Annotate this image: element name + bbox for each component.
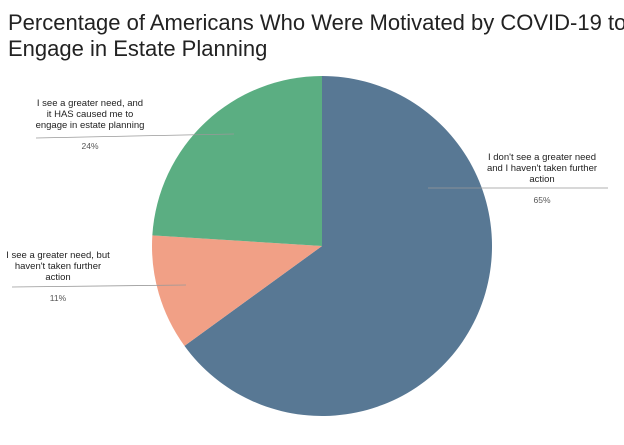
slice-3-label-line-2: it HAS caused me to	[47, 109, 134, 120]
slice-3-label-line-3: engage in estate planning	[36, 120, 145, 131]
slice-2-leader-line	[11, 284, 187, 288]
slice-2-label-line-3: action	[45, 272, 70, 283]
pie-slice-3	[152, 76, 322, 246]
pie-slice-2	[152, 235, 322, 346]
slice-1-value-label: 65%	[533, 195, 550, 205]
slice-1-label-line-1: I don't see a greater need	[488, 152, 596, 163]
slice-3-value-label: 24%	[81, 141, 98, 151]
slice-2-label-line-2: haven't taken further	[15, 261, 101, 272]
pie-slice-1	[184, 76, 493, 416]
slice-2-value-label: 11%	[50, 293, 67, 303]
chart-title-line-2: Engage in Estate Planning	[8, 36, 267, 61]
slice-3-leader-line	[35, 133, 235, 139]
slice-3-label-line-1: I see a greater need, and	[37, 98, 143, 109]
slice-2-label-line-1: I see a greater need, but	[6, 250, 110, 261]
slice-1-label-line-3: action	[529, 174, 554, 185]
slice-1-label-line-2: and I haven't taken further	[487, 163, 597, 174]
pie-slices	[152, 76, 493, 416]
chart-title-line-1: Percentage of Americans Who Were Motivat…	[8, 10, 624, 35]
